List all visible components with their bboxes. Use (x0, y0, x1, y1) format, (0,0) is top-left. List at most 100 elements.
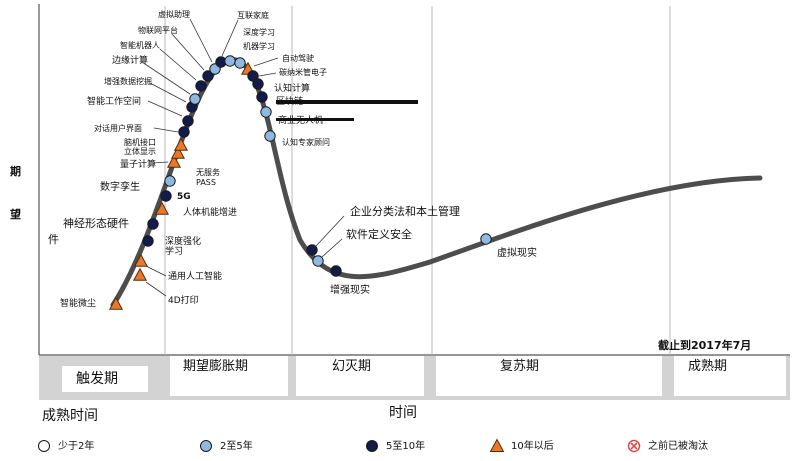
technology-marker (142, 235, 154, 247)
leader-line (321, 238, 343, 258)
leader-line (141, 61, 191, 95)
technology-label: 碳纳米管电子 (279, 67, 327, 77)
leader-line (152, 161, 169, 164)
technology-marker (178, 126, 190, 138)
technology-marker (195, 80, 207, 92)
technology-marker (306, 244, 318, 256)
technology-label: 增强现实 (330, 283, 370, 296)
technology-label: 通用人工智能 (168, 270, 222, 282)
technology-marker (164, 175, 176, 187)
legend: 少于2年 2至5年 5至10年 10年以后 之前已被淘汰 (38, 438, 708, 453)
legend-marker (627, 439, 641, 453)
leader-line (159, 48, 197, 81)
phase-label: 复苏期 (500, 358, 539, 374)
phase-box (296, 356, 424, 396)
technology-marker (133, 253, 149, 267)
legend-marker (200, 440, 212, 452)
label-underline-bar (276, 118, 354, 121)
technology-label: 认知专家顾问 (282, 137, 330, 147)
technology-labels: 智能微尘 4D打印 通用人工智能 深度强化学习 神经形态硬件 人体机能增进 数字孪生 5G 无服… (60, 9, 537, 309)
legend-marker (366, 440, 378, 452)
technology-marker (256, 91, 268, 103)
legend-label: 10年以后 (511, 439, 554, 452)
phase-box (62, 366, 148, 392)
leader-line (189, 18, 213, 63)
legend-label: 少于2年 (58, 439, 94, 452)
technology-marker (132, 267, 148, 281)
technology-label: 数字孪生 (100, 180, 140, 193)
technology-label: 人体机能增进 (183, 206, 237, 218)
technology-marker (154, 201, 170, 215)
technology-label: 立体显示 (124, 146, 156, 156)
phase-band: 触发期 期望膨胀期 幻灭期 复苏期 成熟期 (39, 356, 790, 400)
technology-label: 无服务 PASS (196, 167, 220, 187)
technology-marker (264, 130, 276, 142)
technology-label: 对话用户界面 (94, 123, 142, 133)
legend-label: 2至5年 (220, 439, 253, 452)
technology-marker (147, 218, 159, 230)
technology-marker (234, 57, 246, 69)
technology-label: 智能机器人 (120, 40, 160, 50)
y-axis-label: 期望 (10, 164, 21, 221)
technology-label: 互联家庭 (237, 10, 269, 20)
leader-line (171, 33, 205, 71)
technology-marks (108, 55, 492, 310)
legend-label: 5至10年 (386, 439, 425, 452)
technology-marker (166, 154, 182, 168)
phase-label: 期望膨胀期 (183, 358, 248, 374)
technology-label: 增强数据挖掘 (104, 76, 152, 86)
phase-label: 成熟期 (688, 358, 727, 374)
phase-label: 触发期 (76, 371, 118, 387)
technology-marker (224, 55, 236, 67)
technology-marker (247, 70, 259, 82)
technology-label: 企业分类法和本土管理 (350, 204, 460, 218)
technology-label: 物联网平台 (138, 25, 178, 35)
technology-marker (182, 115, 194, 127)
technology-label: 脑机接口 (124, 137, 156, 147)
phase-label: 幻灭期 (332, 359, 371, 374)
technology-marker (260, 106, 272, 118)
leader-line (315, 215, 345, 247)
legend-label: 之前已被淘汰 (648, 439, 708, 452)
technology-label: 智能微尘 (60, 297, 96, 309)
leader-line (258, 72, 277, 77)
technology-label: 神经形态硬件 (63, 216, 129, 230)
technology-label: 虚拟助理 (158, 9, 190, 19)
leader-line (145, 281, 167, 297)
technology-marker (189, 93, 201, 105)
y-axis-label-tail: 件 (48, 233, 59, 246)
leader-line (221, 19, 239, 57)
technology-marker (202, 70, 214, 82)
hype-curve (110, 57, 763, 308)
technology-label: 深度强化学习 (165, 235, 201, 257)
technology-marker (170, 145, 186, 159)
technology-label: 软件定义安全 (346, 227, 412, 241)
phase-box (170, 356, 288, 396)
phase-box (674, 356, 786, 396)
technology-label: 5G (177, 192, 191, 202)
technology-marker (330, 265, 342, 277)
leader-line (149, 82, 187, 103)
technology-label: 机器学习 (243, 41, 275, 51)
technology-marker (480, 233, 492, 245)
leader-line (145, 265, 167, 277)
leader-line (153, 127, 179, 133)
label-underline-bar (276, 100, 418, 104)
technology-label: 虚拟现实 (497, 246, 537, 259)
phase-box (436, 356, 662, 396)
technology-label: 深度学习 (243, 27, 275, 37)
technology-label: 认知计算 (274, 82, 310, 94)
legend-title: 成熟时间 (42, 408, 98, 424)
technology-label: 智能工作空间 (87, 95, 141, 107)
technology-marker (252, 78, 264, 90)
technology-label: 边缘计算 (112, 54, 148, 66)
date-note: 截止到2017年7月 (658, 338, 751, 352)
technology-label: 量子计算 (120, 158, 156, 170)
technology-marker (160, 190, 172, 202)
leader-line (253, 57, 279, 67)
x-axis-label: 时间 (389, 405, 417, 421)
technology-label: 4D打印 (168, 294, 199, 306)
leader-line (147, 100, 183, 117)
technology-marker (312, 255, 324, 267)
